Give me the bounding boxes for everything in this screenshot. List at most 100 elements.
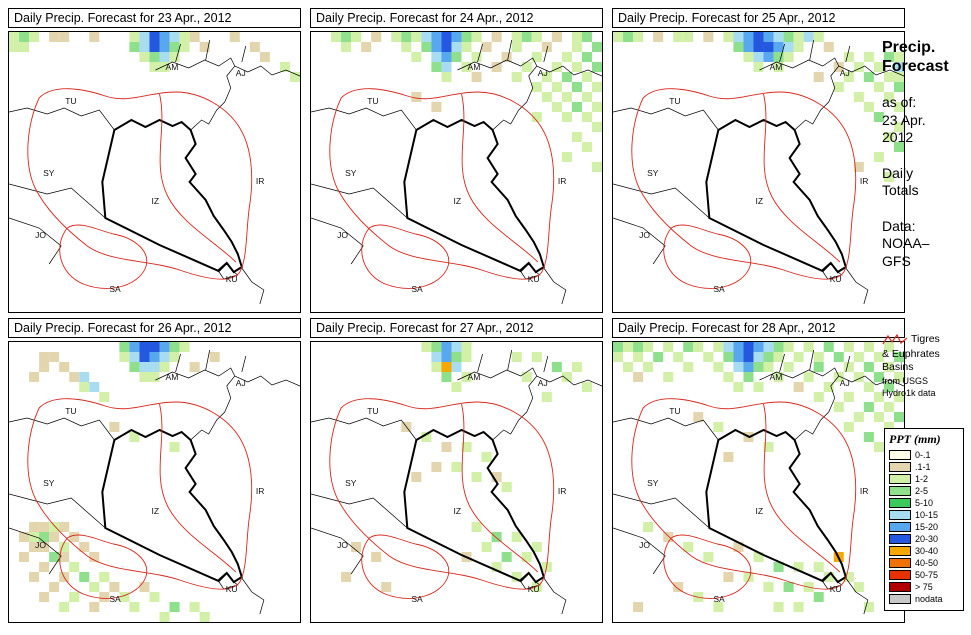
legend-label: 1-2 bbox=[915, 474, 929, 484]
precip-cells bbox=[341, 342, 592, 592]
svg-text:IR: IR bbox=[256, 486, 265, 496]
svg-text:KU: KU bbox=[226, 274, 238, 284]
legend-swatch bbox=[889, 522, 911, 532]
svg-text:TU: TU bbox=[669, 96, 680, 106]
legend-swatch bbox=[889, 462, 911, 472]
panel-title: Daily Precip. Forecast for 23 Apr., 2012 bbox=[8, 8, 301, 28]
sidebar: Precip. Forecast as of: 23 Apr. 2012 Dai… bbox=[882, 38, 968, 270]
legend-row: nodata bbox=[889, 594, 959, 604]
legend-row: 10-15 bbox=[889, 510, 959, 520]
svg-text:IR: IR bbox=[860, 176, 869, 186]
panel-title: Daily Precip. Forecast for 28 Apr., 2012 bbox=[612, 318, 905, 338]
map-canvas: AM AJ TU SY IR IZ JO SA KU bbox=[311, 342, 602, 616]
as-of-date1: 23 Apr. bbox=[882, 111, 926, 128]
map-canvas: AM AJ TU SY IR IZ JO SA KU bbox=[613, 32, 904, 306]
legend-swatch bbox=[889, 450, 911, 460]
map-canvas: AM AJ TU SY IR IZ JO SA KU bbox=[311, 32, 602, 306]
panel-title: Daily Precip. Forecast for 25 Apr., 2012 bbox=[612, 8, 905, 28]
legend-row: 50-75 bbox=[889, 570, 959, 580]
legend-row: 5-10 bbox=[889, 498, 959, 508]
legend-swatch bbox=[889, 558, 911, 568]
svg-text:IZ: IZ bbox=[755, 506, 763, 516]
legend-row: 40-50 bbox=[889, 558, 959, 568]
legend-label: nodata bbox=[915, 594, 943, 604]
legend-row: 2-5 bbox=[889, 486, 959, 496]
data-label: Data: bbox=[882, 217, 916, 234]
svg-text:SA: SA bbox=[109, 594, 121, 604]
svg-text:IR: IR bbox=[558, 486, 567, 496]
precip-cells bbox=[9, 32, 300, 82]
svg-text:JO: JO bbox=[35, 230, 46, 240]
svg-text:JO: JO bbox=[337, 230, 348, 240]
country-labels: AM AJ TU SY IR IZ JO SA KU bbox=[35, 372, 264, 604]
svg-text:TU: TU bbox=[65, 96, 76, 106]
panel-title: Daily Precip. Forecast for 26 Apr., 2012 bbox=[8, 318, 301, 338]
svg-text:KU: KU bbox=[528, 274, 540, 284]
legend-swatch bbox=[889, 546, 911, 556]
svg-text:SY: SY bbox=[647, 478, 659, 488]
forecast-panel-28apr: Daily Precip. Forecast for 28 Apr., 2012… bbox=[612, 318, 905, 623]
legend-row: .1-1 bbox=[889, 462, 959, 472]
svg-text:TU: TU bbox=[367, 406, 378, 416]
svg-text:JO: JO bbox=[337, 540, 348, 550]
map-28apr: AM AJ TU SY IR IZ JO SA KU bbox=[612, 341, 905, 623]
legend-row: 0-.1 bbox=[889, 450, 959, 460]
forecast-panel-24apr: Daily Precip. Forecast for 24 Apr., 2012… bbox=[310, 8, 603, 313]
legend-label: 5-10 bbox=[915, 498, 934, 508]
panel-title: Daily Precip. Forecast for 27 Apr., 2012 bbox=[310, 318, 603, 338]
legend-label: 2-5 bbox=[915, 486, 929, 496]
svg-text:KU: KU bbox=[830, 584, 842, 594]
svg-text:KU: KU bbox=[528, 584, 540, 594]
svg-text:AM: AM bbox=[468, 372, 481, 382]
svg-text:JO: JO bbox=[639, 230, 650, 240]
svg-text:KU: KU bbox=[830, 274, 842, 284]
svg-text:SA: SA bbox=[411, 284, 423, 294]
svg-text:SA: SA bbox=[713, 284, 725, 294]
svg-text:TU: TU bbox=[65, 406, 76, 416]
sidebar-title-line1: Precip. bbox=[882, 39, 936, 56]
svg-text:SA: SA bbox=[109, 284, 121, 294]
legend-row: 20-30 bbox=[889, 534, 959, 544]
svg-text:AJ: AJ bbox=[840, 378, 850, 388]
forecast-panel-25apr: Daily Precip. Forecast for 25 Apr., 2012… bbox=[612, 8, 905, 313]
totals-block: Daily Totals bbox=[882, 165, 968, 200]
map-26apr: AM AJ TU SY IR IZ JO SA KU bbox=[8, 341, 301, 623]
basin-note-sub1: from USGS bbox=[882, 376, 929, 387]
forecast-panel-26apr: Daily Precip. Forecast for 26 Apr., 2012… bbox=[8, 318, 301, 623]
legend-entries: 0-.1 .1-1 1-2 2-5 5-10 10-15 15-20 20-30 30-40 40… bbox=[889, 450, 959, 604]
as-of-block: as of: 23 Apr. 2012 bbox=[882, 94, 968, 147]
legend-swatch bbox=[889, 582, 911, 592]
svg-text:IR: IR bbox=[256, 176, 265, 186]
basin-note-line3: Basins bbox=[882, 361, 914, 374]
forecast-panel-23apr: Daily Precip. Forecast for 23 Apr., 2012… bbox=[8, 8, 301, 313]
legend-row: 15-20 bbox=[889, 522, 959, 532]
totals-line2: Totals bbox=[882, 182, 919, 199]
svg-text:IR: IR bbox=[558, 176, 567, 186]
precip-cells bbox=[613, 342, 904, 612]
svg-text:IZ: IZ bbox=[151, 506, 159, 516]
country-labels: AM AJ TU SY IR IZ JO SA KU bbox=[639, 372, 868, 604]
legend-label: 50-75 bbox=[915, 570, 939, 580]
legend-swatch bbox=[889, 486, 911, 496]
svg-text:SY: SY bbox=[43, 168, 55, 178]
svg-text:IZ: IZ bbox=[453, 196, 461, 206]
legend-swatch bbox=[889, 594, 911, 604]
map-canvas: AM AJ TU SY IR IZ JO SA KU bbox=[613, 342, 904, 616]
svg-text:JO: JO bbox=[639, 540, 650, 550]
svg-text:TU: TU bbox=[367, 96, 378, 106]
svg-text:AJ: AJ bbox=[840, 68, 850, 78]
precip-cells bbox=[19, 342, 220, 622]
svg-text:AM: AM bbox=[770, 372, 783, 382]
svg-text:AJ: AJ bbox=[538, 68, 548, 78]
sidebar-title-line2: Forecast bbox=[882, 58, 949, 76]
panel-title: Daily Precip. Forecast for 24 Apr., 2012 bbox=[310, 8, 603, 28]
country-labels: AM AJ TU SY IR IZ JO SA KU bbox=[35, 62, 264, 294]
precip-legend: PPT (mm) 0-.1 .1-1 1-2 2-5 5-10 10-15 15-20 20-… bbox=[884, 428, 964, 611]
as-of-label: as of: bbox=[882, 94, 917, 111]
map-24apr: AM AJ TU SY IR IZ JO SA KU bbox=[310, 31, 603, 313]
sidebar-title: Precip. Forecast bbox=[882, 38, 968, 76]
svg-text:AM: AM bbox=[166, 372, 179, 382]
legend-row: > 75 bbox=[889, 582, 959, 592]
basin-note-sub2: Hydro1k data bbox=[882, 387, 936, 398]
